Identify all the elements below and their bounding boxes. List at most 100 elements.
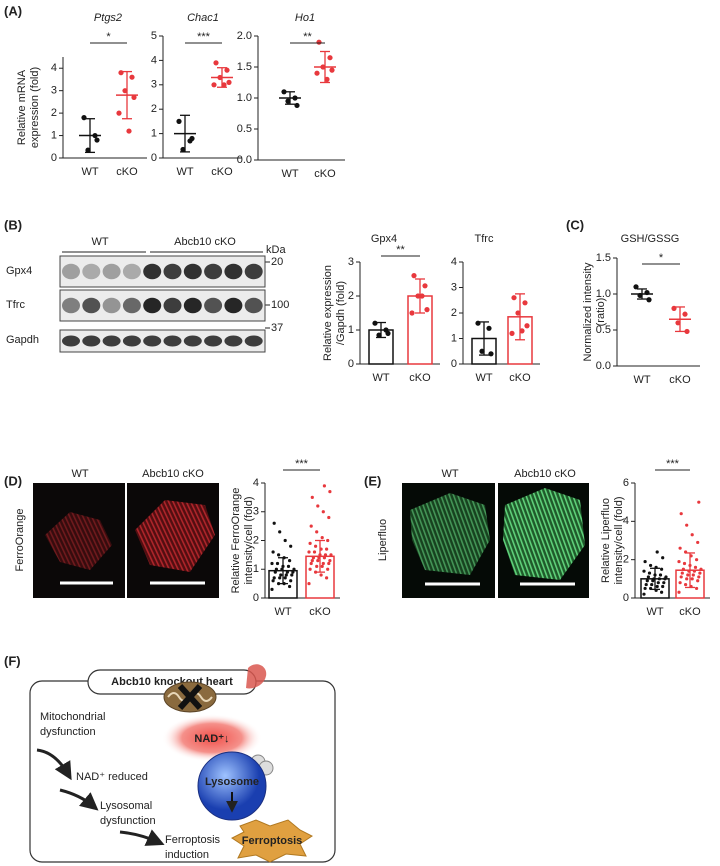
data-point [270, 561, 274, 566]
data-point [682, 561, 687, 566]
data-point [679, 575, 683, 579]
band [143, 297, 162, 314]
data-point [696, 540, 700, 545]
x-tick-label: cKO [314, 168, 336, 180]
panel-label: (E) [364, 473, 381, 488]
data-point [283, 576, 287, 580]
data-point [126, 128, 132, 134]
data-point [286, 564, 291, 568]
data-point [325, 576, 329, 580]
band [224, 297, 243, 314]
y-axis-label: /Gapdh (fold) [335, 281, 347, 345]
step-text: Ferroptosis [165, 834, 221, 846]
data-point [211, 82, 217, 88]
y-tick-label: 2.0 [237, 30, 252, 42]
cell [45, 512, 112, 570]
data-point [309, 561, 313, 566]
data-point [118, 70, 124, 76]
band [143, 263, 162, 280]
data-point [637, 292, 643, 299]
data-point [217, 74, 223, 81]
band [163, 263, 182, 280]
data-point [129, 74, 135, 80]
data-point [316, 559, 320, 563]
data-point [424, 307, 430, 313]
y-tick-label: 4 [51, 62, 57, 74]
chart-title: Ho1 [295, 12, 315, 24]
data-point [327, 561, 331, 566]
data-point [479, 348, 485, 354]
nad-glow [162, 714, 262, 762]
y-tick-label: 0.5 [596, 324, 611, 336]
band [204, 263, 223, 280]
data-point [131, 94, 137, 100]
data-point [415, 293, 421, 299]
y-tick-label: 0 [253, 592, 259, 604]
y-tick-label: 2 [348, 290, 354, 302]
band [82, 297, 101, 314]
band [82, 263, 101, 280]
data-point [274, 567, 278, 571]
significance-label: *** [197, 31, 211, 43]
data-point [695, 586, 699, 591]
data-point [699, 567, 703, 571]
y-tick-label: 1 [451, 332, 457, 344]
band [224, 335, 243, 347]
data-point [678, 581, 682, 585]
data-point [116, 110, 122, 116]
band [224, 263, 243, 280]
band [244, 297, 263, 314]
significance-label: *** [666, 458, 680, 470]
significance-label: * [659, 252, 664, 264]
data-point [522, 300, 528, 306]
y-tick-label: 5 [151, 30, 157, 42]
y-tick-label: 6 [623, 477, 629, 489]
data-point [316, 39, 322, 45]
x-tick-label: cKO [211, 166, 233, 178]
charts: 0 1 2 3 4 Ptgs2 Relative mRNA expression (fold)… [16, 12, 710, 618]
band [183, 297, 202, 314]
band [82, 335, 101, 347]
data-point [488, 351, 494, 357]
data-point [315, 564, 319, 568]
data-point [682, 311, 688, 317]
data-point [294, 102, 300, 109]
band [102, 263, 121, 280]
cell [135, 500, 215, 572]
panel-label: (A) [4, 3, 22, 18]
stain-label: FerroOrange [14, 509, 26, 572]
data-point [690, 533, 694, 537]
data-point [180, 146, 186, 153]
panel-label: (C) [566, 217, 584, 232]
cell [410, 493, 490, 575]
y-tick-label: 0.5 [237, 123, 252, 135]
data-point [94, 137, 100, 143]
data-point [288, 559, 292, 563]
data-point [326, 538, 330, 543]
cross [177, 683, 203, 711]
micrographs: WT Abcb10 cKO FerroOrange WT Abcb10 cKO … [14, 468, 589, 598]
y-tick-label: 2 [151, 103, 157, 115]
data-point [422, 283, 428, 289]
band [183, 335, 202, 347]
data-point [329, 67, 335, 73]
chart-title: GSH/GSSG [621, 233, 680, 245]
data-point [224, 67, 230, 73]
data-point [308, 541, 312, 545]
data-point [411, 273, 417, 279]
data-point [643, 586, 647, 591]
data-point [646, 297, 652, 303]
data-point [645, 579, 649, 583]
y-tick-label: 4 [151, 54, 157, 66]
data-point [679, 512, 683, 516]
chart-title: Ptgs2 [94, 12, 122, 24]
data-point [649, 563, 653, 568]
data-point [697, 500, 701, 504]
data-point [698, 571, 702, 575]
significance-label: * [106, 31, 111, 43]
y-axis-label: intensity/cell (fold) [613, 496, 625, 584]
panel-label: (D) [4, 473, 22, 488]
data-point [310, 495, 314, 499]
stain-label: Liperfluo [377, 519, 389, 561]
data-point [686, 573, 690, 577]
